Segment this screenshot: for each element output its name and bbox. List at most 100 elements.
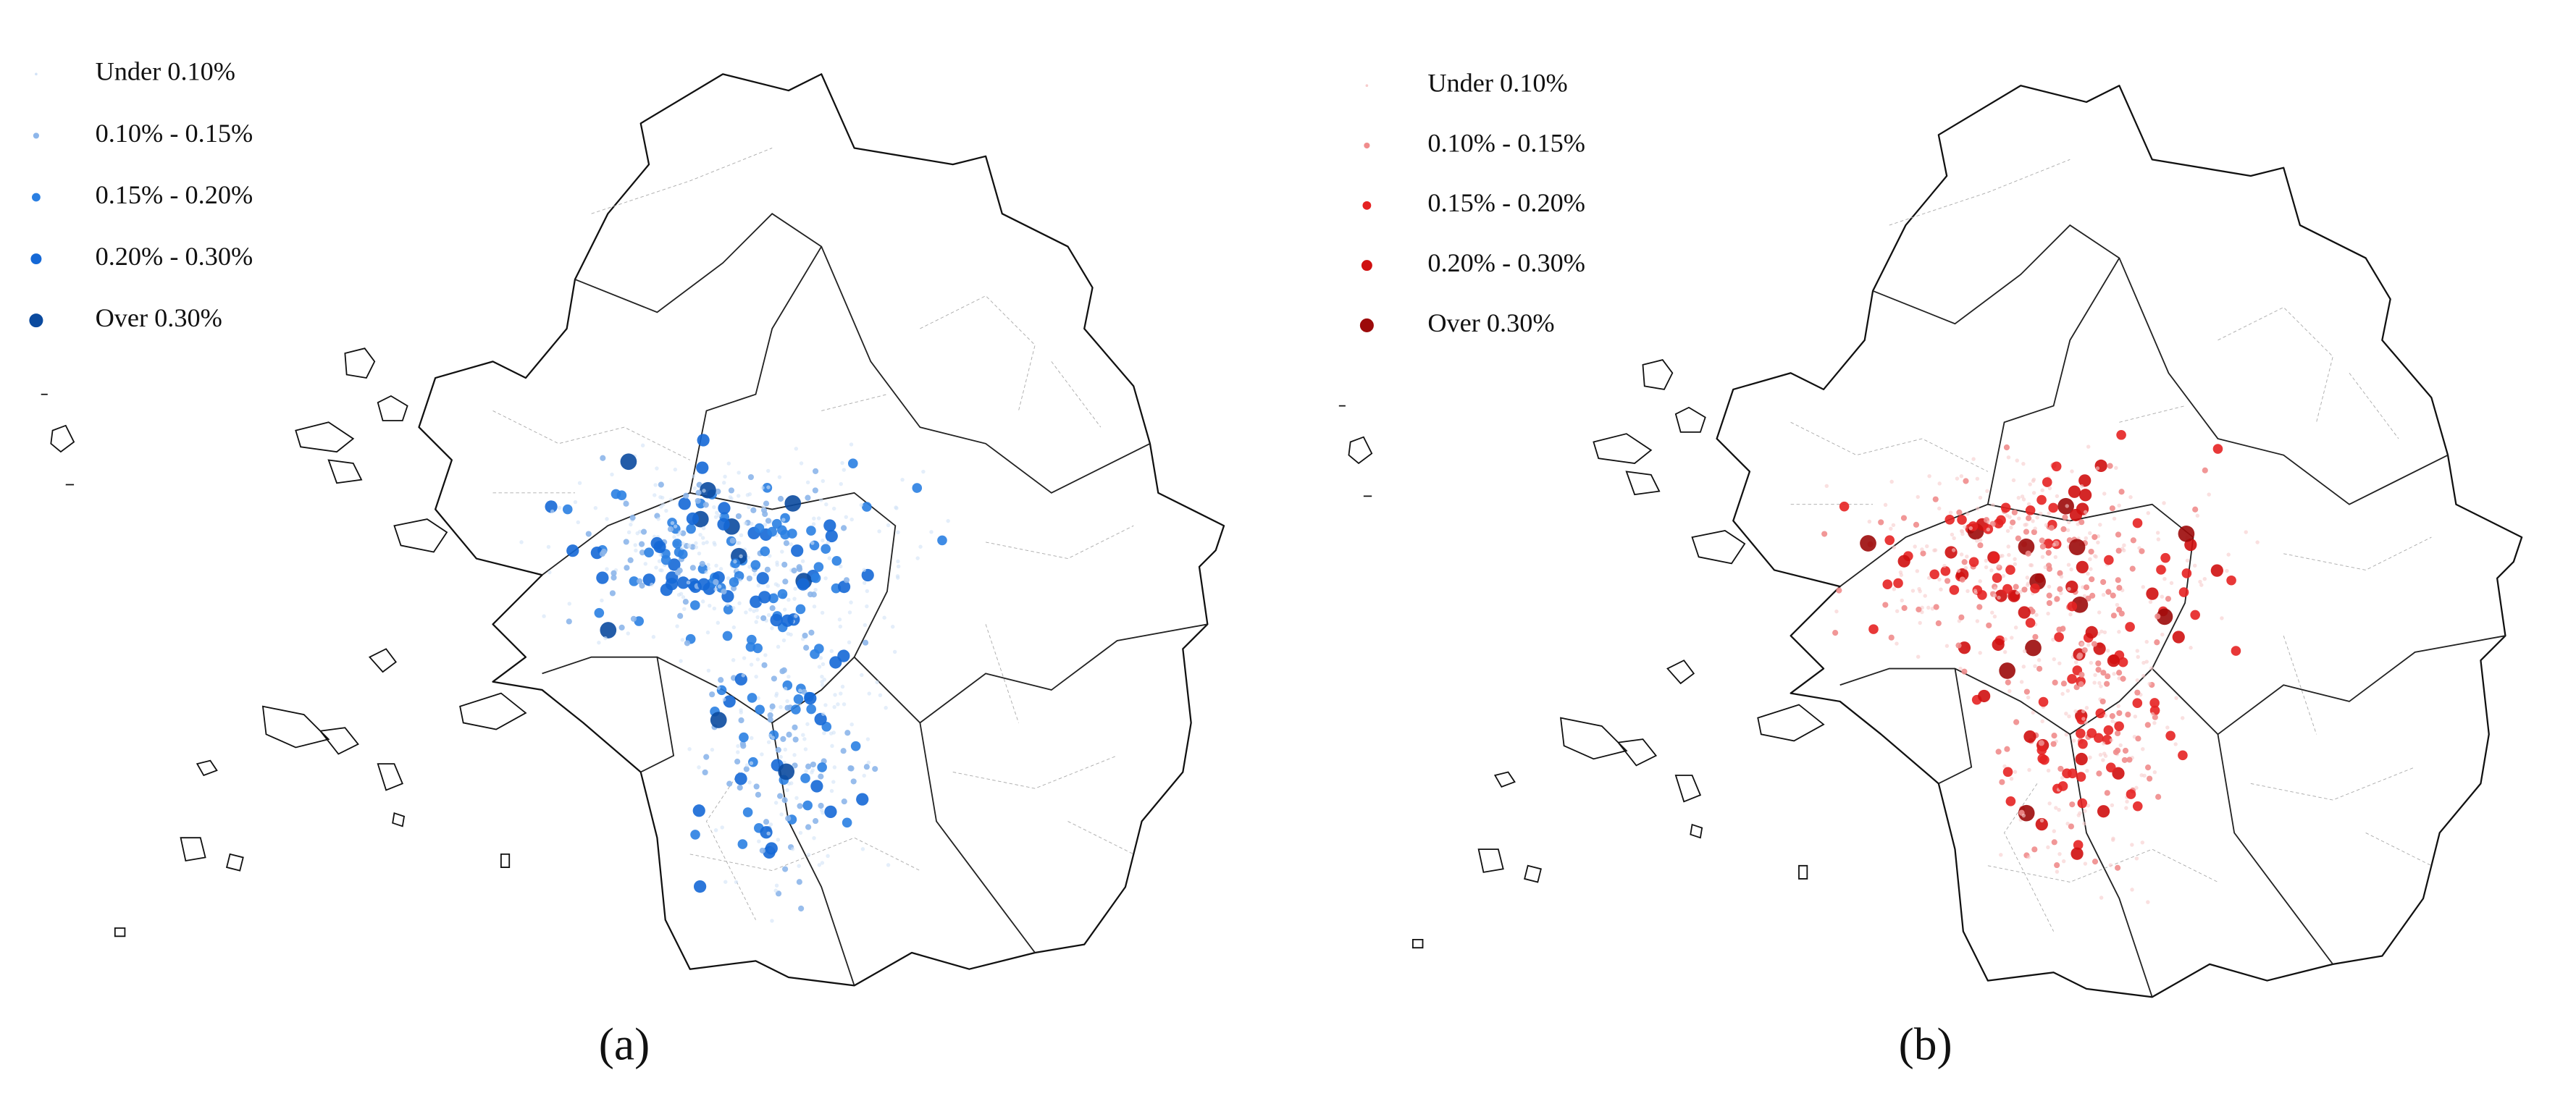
location-dot bbox=[2077, 798, 2088, 809]
location-dot bbox=[2110, 612, 2117, 619]
location-dot bbox=[1993, 586, 1997, 591]
location-dot bbox=[2150, 712, 2155, 717]
location-dot bbox=[1933, 604, 1939, 610]
location-dot bbox=[795, 604, 806, 615]
panel-label: (b) bbox=[1899, 1018, 1952, 1069]
location-dot bbox=[837, 580, 851, 594]
location-dot bbox=[2096, 770, 2102, 777]
location-dot bbox=[1955, 476, 1960, 481]
location-dot bbox=[2210, 564, 2223, 577]
location-dot bbox=[698, 532, 702, 537]
location-dot bbox=[672, 539, 682, 549]
location-dot bbox=[1951, 548, 1956, 552]
location-dot bbox=[735, 513, 742, 520]
location-dot bbox=[810, 761, 816, 768]
location-dot bbox=[774, 883, 779, 888]
location-dot bbox=[2013, 562, 2018, 567]
location-dot bbox=[2031, 491, 2036, 495]
location-dot bbox=[737, 601, 742, 605]
location-dot bbox=[810, 780, 823, 793]
location-dot bbox=[2088, 557, 2092, 562]
location-dot bbox=[1958, 666, 1963, 671]
location-dot bbox=[1889, 479, 1894, 484]
location-dot bbox=[812, 835, 816, 840]
location-dot bbox=[1834, 609, 1839, 614]
location-dot bbox=[2100, 578, 2107, 586]
legend-swatch bbox=[32, 193, 41, 202]
location-dot bbox=[1956, 509, 1963, 515]
location-dot bbox=[2033, 664, 2037, 668]
location-dot bbox=[546, 544, 551, 549]
location-dot bbox=[735, 568, 739, 573]
location-dot bbox=[882, 615, 886, 620]
location-dot bbox=[623, 500, 629, 507]
location-dot bbox=[694, 545, 699, 549]
location-dot bbox=[2178, 587, 2189, 597]
location-dot bbox=[856, 793, 869, 806]
location-dot bbox=[737, 839, 748, 849]
location-dot bbox=[773, 888, 778, 893]
location-dot bbox=[594, 607, 605, 618]
location-dot bbox=[660, 495, 665, 500]
location-dot bbox=[2180, 716, 2185, 720]
location-dot bbox=[1949, 585, 1960, 595]
location-dot bbox=[2013, 719, 2020, 725]
location-dot bbox=[731, 658, 736, 662]
location-dot bbox=[706, 668, 711, 673]
location-dot bbox=[2114, 465, 2118, 471]
location-dot bbox=[2129, 565, 2136, 572]
location-dot bbox=[781, 638, 786, 643]
location-dot bbox=[696, 461, 709, 474]
location-dot bbox=[2091, 641, 2097, 647]
location-dot bbox=[2056, 626, 2063, 633]
legend-swatch bbox=[35, 72, 38, 76]
location-dot bbox=[1975, 476, 1980, 481]
location-dot bbox=[2039, 537, 2045, 544]
location-dot bbox=[1913, 521, 1920, 528]
location-dot bbox=[2098, 523, 2102, 527]
location-dot bbox=[673, 524, 678, 528]
location-dot bbox=[784, 495, 802, 512]
location-dot bbox=[1971, 457, 1976, 461]
location-dot bbox=[1918, 620, 1922, 625]
location-dot bbox=[763, 846, 776, 859]
location-dot bbox=[747, 693, 758, 703]
location-dot bbox=[2047, 511, 2051, 515]
location-dot bbox=[2073, 684, 2080, 691]
location-dot bbox=[2035, 817, 2048, 831]
location-dot bbox=[821, 712, 826, 716]
legend-label: Over 0.30% bbox=[96, 303, 222, 332]
location-dot bbox=[2094, 555, 2098, 559]
location-dot bbox=[729, 577, 739, 587]
location-dot bbox=[826, 540, 831, 545]
location-dot bbox=[731, 625, 737, 630]
location-dot bbox=[1932, 496, 1939, 502]
location-dot bbox=[818, 773, 824, 780]
location-dot bbox=[2046, 845, 2050, 850]
location-dot bbox=[2068, 823, 2074, 830]
location-dot bbox=[792, 753, 797, 757]
location-dot bbox=[2192, 563, 2197, 568]
location-dot bbox=[791, 568, 797, 574]
location-dot bbox=[597, 640, 601, 645]
location-dot bbox=[609, 590, 616, 597]
location-dot bbox=[600, 548, 607, 555]
location-dot bbox=[766, 485, 771, 489]
location-dot bbox=[806, 853, 811, 857]
location-dot bbox=[721, 589, 727, 595]
location-dot bbox=[2085, 768, 2089, 773]
location-dot bbox=[1883, 502, 1888, 507]
location-dot bbox=[1955, 642, 1962, 649]
legend-label: 0.15% - 0.20% bbox=[96, 180, 253, 209]
location-dot bbox=[2165, 596, 2172, 602]
location-dot bbox=[680, 638, 685, 642]
location-dot bbox=[781, 614, 794, 627]
location-dot bbox=[786, 674, 791, 679]
location-dot bbox=[702, 769, 708, 776]
panel-label: (a) bbox=[599, 1018, 650, 1069]
location-dot bbox=[686, 523, 696, 534]
location-dot bbox=[747, 780, 752, 785]
location-dot bbox=[842, 468, 847, 472]
location-dot bbox=[2025, 618, 2036, 628]
